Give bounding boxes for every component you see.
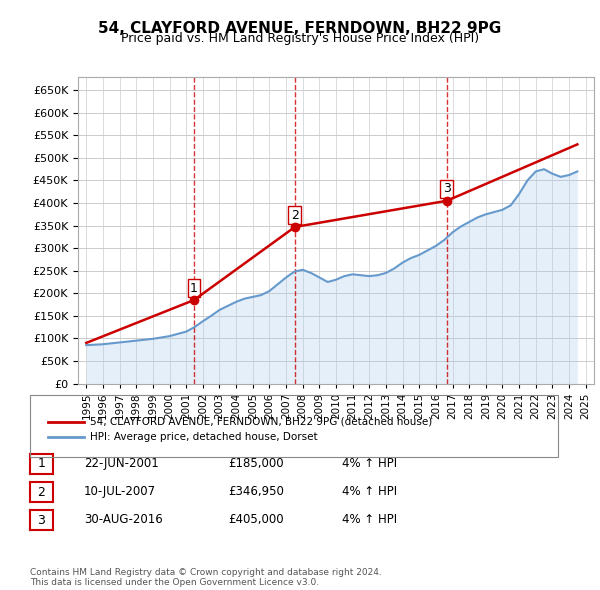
Text: £405,000: £405,000 <box>228 513 284 526</box>
Text: Contains HM Land Registry data © Crown copyright and database right 2024.
This d: Contains HM Land Registry data © Crown c… <box>30 568 382 587</box>
Text: 54, CLAYFORD AVENUE, FERNDOWN, BH22 9PG: 54, CLAYFORD AVENUE, FERNDOWN, BH22 9PG <box>98 21 502 35</box>
Text: 4% ↑ HPI: 4% ↑ HPI <box>342 457 397 470</box>
Text: £185,000: £185,000 <box>228 457 284 470</box>
Text: 2: 2 <box>291 208 299 222</box>
Text: 3: 3 <box>443 182 451 195</box>
Text: 54, CLAYFORD AVENUE, FERNDOWN, BH22 9PG (detached house): 54, CLAYFORD AVENUE, FERNDOWN, BH22 9PG … <box>90 417 432 427</box>
Text: 3: 3 <box>37 514 46 527</box>
Text: 1: 1 <box>190 281 198 294</box>
Text: Price paid vs. HM Land Registry's House Price Index (HPI): Price paid vs. HM Land Registry's House … <box>121 32 479 45</box>
Text: HPI: Average price, detached house, Dorset: HPI: Average price, detached house, Dors… <box>90 432 317 441</box>
Text: 22-JUN-2001: 22-JUN-2001 <box>84 457 159 470</box>
Text: 4% ↑ HPI: 4% ↑ HPI <box>342 485 397 498</box>
Text: 2: 2 <box>37 486 46 499</box>
Text: 10-JUL-2007: 10-JUL-2007 <box>84 485 156 498</box>
Text: 4% ↑ HPI: 4% ↑ HPI <box>342 513 397 526</box>
Text: 1: 1 <box>37 457 46 470</box>
Text: 30-AUG-2016: 30-AUG-2016 <box>84 513 163 526</box>
Text: £346,950: £346,950 <box>228 485 284 498</box>
